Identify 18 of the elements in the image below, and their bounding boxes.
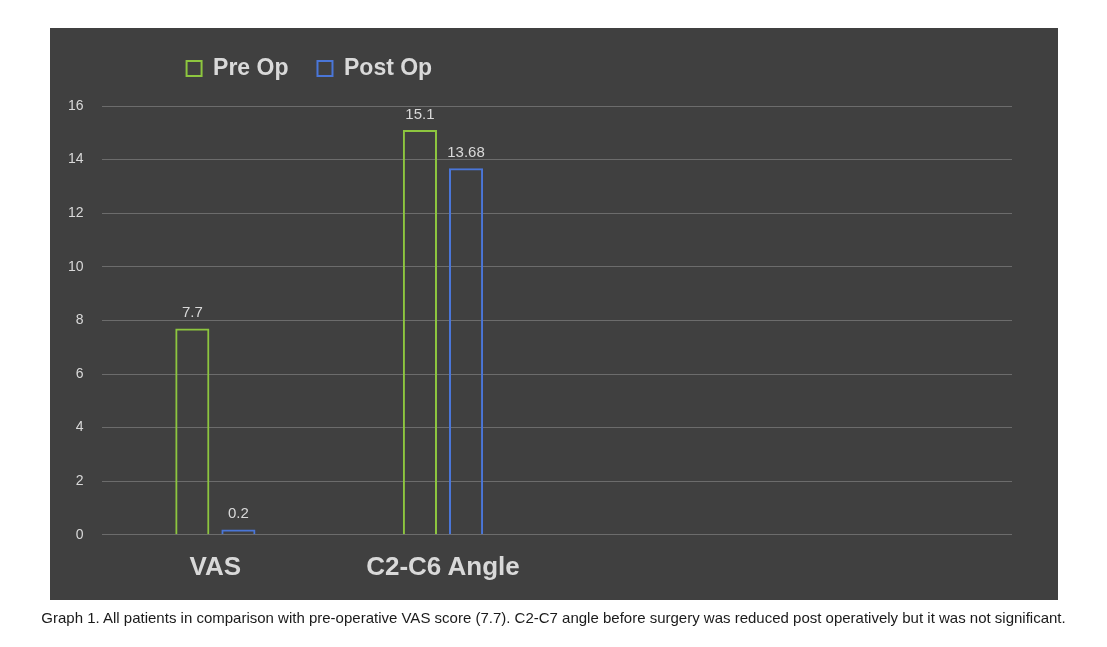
y-tick-label: 10 [67,257,84,274]
data-label: 0.2 [227,504,249,522]
x-tick-label: VAS [189,550,242,581]
x-tick-label: C2-C6 Angle [366,550,520,581]
y-tick-label: 12 [67,204,84,221]
caption: Graph 1. All patients in comparison with pre-operative VAS score (7.7). C2-C7 angle before surgery was reduced post operatively but it was not significant. [40,609,1067,626]
data-label: 15.1 [405,104,435,122]
y-tick-label: 16 [67,96,84,113]
y-tick-label: 8 [75,311,84,328]
data-label: 13.68 [447,142,485,160]
y-tick-label: 0 [75,525,84,542]
y-tick-label: 14 [67,150,84,167]
y-tick-label: 2 [75,472,84,489]
data-label: 7.7 [181,303,203,321]
legend-label: Pre Op [213,53,289,80]
y-tick-label: 4 [75,418,84,435]
legend-label: Post Op [343,53,433,80]
y-tick-label: 6 [75,364,84,381]
